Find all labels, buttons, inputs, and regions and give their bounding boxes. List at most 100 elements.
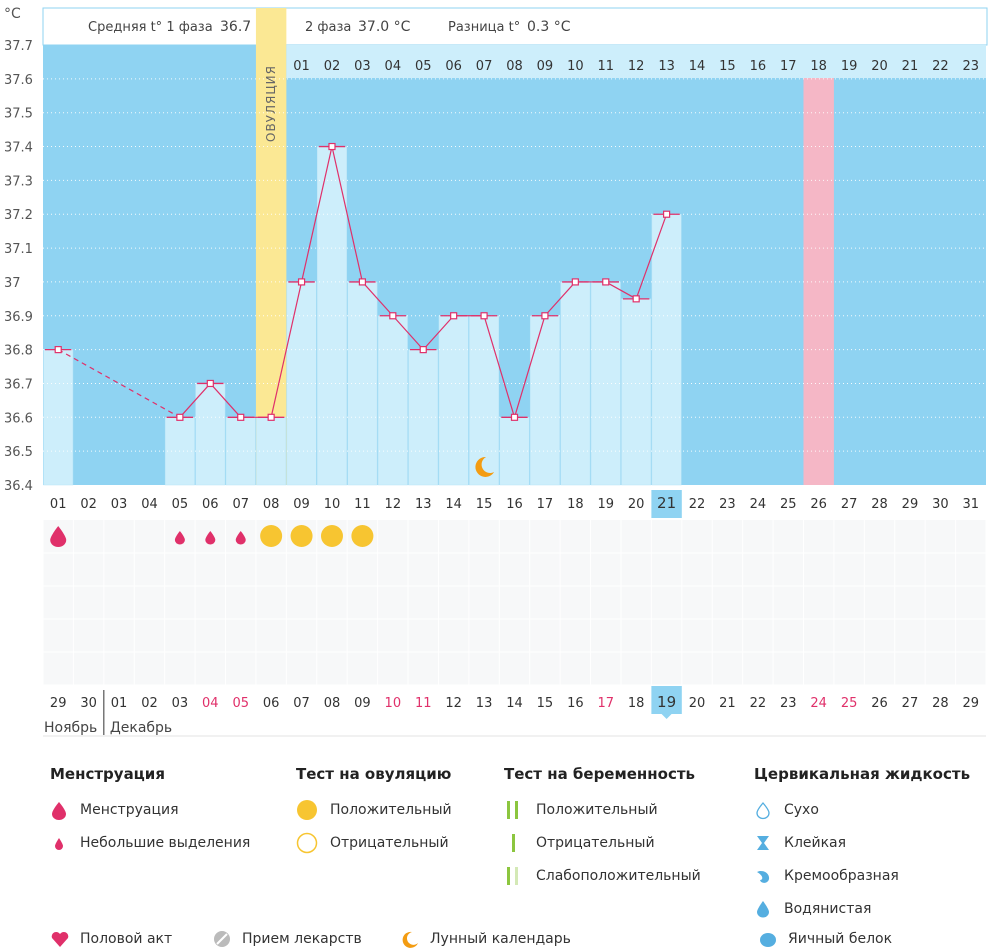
current-date-highlight: [651, 686, 682, 714]
test-negative-icon: [512, 833, 515, 852]
test-weak-icon: [507, 866, 518, 885]
y-tick-label: 37.1: [4, 242, 33, 257]
month-label: Декабрь: [110, 720, 172, 736]
small-drop-icon: [55, 837, 63, 850]
cycle-day-label: 01: [50, 497, 67, 512]
calendar-date-label: 16: [567, 696, 584, 711]
temp-point: [297, 278, 306, 286]
legend-item: Водянистая: [754, 892, 970, 925]
test-positive-icon: [507, 800, 518, 819]
post-ov-day-label: 18: [810, 59, 827, 74]
cycle-day-label: 23: [719, 497, 736, 512]
post-ov-day-label: 17: [780, 59, 797, 74]
cycle-day-label: 26: [810, 497, 827, 512]
calendar-date-label: 07: [293, 696, 310, 711]
temp-bar: [621, 298, 652, 486]
calendar-date-label: 13: [476, 696, 493, 711]
calendar-date-label: 12: [445, 696, 462, 711]
calendar-date-label: 29: [963, 696, 980, 711]
cycle-day-label: 24: [750, 497, 767, 512]
dry-icon: [756, 801, 770, 819]
post-ov-day-label: 13: [658, 59, 675, 74]
phase2-value: 37.0 °C: [358, 19, 411, 35]
highlight-column: [803, 45, 834, 485]
cycle-day-label: 17: [537, 497, 554, 512]
temp-point: [450, 312, 458, 320]
calendar-date-label: 30: [80, 696, 97, 711]
post-ov-day-label: 23: [963, 59, 980, 74]
temp-point: [358, 278, 367, 286]
temp-bar: [529, 315, 560, 486]
cycle-day-label: 22: [689, 497, 706, 512]
temp-bar: [347, 281, 378, 486]
calendar-date-label: 17: [597, 696, 614, 711]
temp-point: [602, 278, 610, 286]
x-axis-cycle-days: 01 02 03 04 05 06 07 08 09 10 11 12 13 14 15 16 17 18 19 20…: [50, 490, 979, 518]
calendar-date-label: 11: [415, 696, 432, 711]
temp-line: [422, 315, 455, 351]
post-ov-day-label: 03: [354, 59, 371, 74]
temp-bar: [469, 315, 500, 486]
ovulation-label: ОВУЛЯЦИЯ: [264, 65, 278, 142]
y-unit: °C: [4, 6, 21, 22]
markers-grid: [43, 520, 986, 685]
calendar-date-label: 19: [657, 693, 676, 711]
temp-point: [510, 413, 519, 421]
legend-title: Менструация: [50, 765, 165, 783]
cycle-day-label: 08: [263, 497, 280, 512]
temp-point: [662, 210, 671, 218]
legend-menstruation: Менструация Менструация Небольшие выделе…: [50, 765, 250, 859]
calendar-date-label: 20: [689, 696, 706, 711]
legend-item: Слабоположительный: [504, 859, 701, 892]
spotting-drop-icon: [205, 531, 216, 545]
symptom-markers: [42, 520, 987, 686]
post-ov-day-label: 16: [750, 59, 767, 74]
temp-line: [483, 315, 516, 418]
post-ov-day-label: 01: [293, 59, 310, 74]
temp-point: [237, 413, 245, 421]
y-tick-label: 36.9: [4, 310, 33, 325]
temp-point: [267, 413, 275, 421]
calendar-date-label: 25: [841, 696, 858, 711]
temp-line: [544, 281, 576, 317]
y-tick-label: 36.5: [4, 445, 33, 460]
ovulation-test-positive-icon: [260, 525, 283, 547]
calendar-date-label: 27: [902, 696, 919, 711]
post-ov-day-label: 15: [719, 59, 736, 74]
temp-point: [541, 312, 549, 320]
creamy-icon: [757, 870, 770, 883]
temp-point: [206, 379, 214, 388]
temp-line: [392, 315, 424, 351]
temp-line: [179, 383, 211, 418]
temp-bar: [195, 383, 226, 486]
y-tick-label: 37.2: [4, 208, 33, 223]
post-ov-day-label: 19: [841, 59, 858, 74]
temp-point: [54, 346, 62, 354]
cycle-day-label: 20: [628, 497, 645, 512]
calendar-date-label: 08: [324, 696, 341, 711]
temp-bar: [377, 315, 408, 486]
moon-icon: [475, 456, 495, 477]
y-axis: 37.7 37.6 37.5 37.4 37.3 37.2 37.1 37 36.9 36.8 36…: [4, 39, 33, 494]
cycle-day-label: 29: [902, 497, 919, 512]
post-ov-day-label: 11: [597, 59, 614, 74]
temp-line: [209, 383, 242, 418]
post-ov-day-label: 07: [476, 59, 493, 74]
temp-line: [635, 214, 668, 300]
cycle-day-label: 04: [141, 497, 158, 512]
temp-line: [513, 315, 546, 418]
cycle-day-label: 13: [415, 497, 432, 512]
cycle-day-label: 16: [506, 497, 523, 512]
legend-item: Положительный: [504, 793, 701, 826]
temp-line: [605, 281, 637, 300]
calendar-date-label: 02: [141, 696, 158, 711]
cycle-day-label: 28: [871, 497, 888, 512]
heart-icon: [51, 931, 69, 947]
menstruation-drop-icon: [50, 526, 67, 547]
cycle-day-label: 05: [172, 497, 189, 512]
y-tick-label: 37.5: [4, 107, 33, 122]
phase2-label: 2 фаза: [305, 20, 351, 35]
y-tick-label: 37.7: [4, 39, 33, 54]
post-ov-day-label: 04: [385, 59, 402, 74]
legend-title: Цервикальная жидкость: [754, 765, 971, 783]
